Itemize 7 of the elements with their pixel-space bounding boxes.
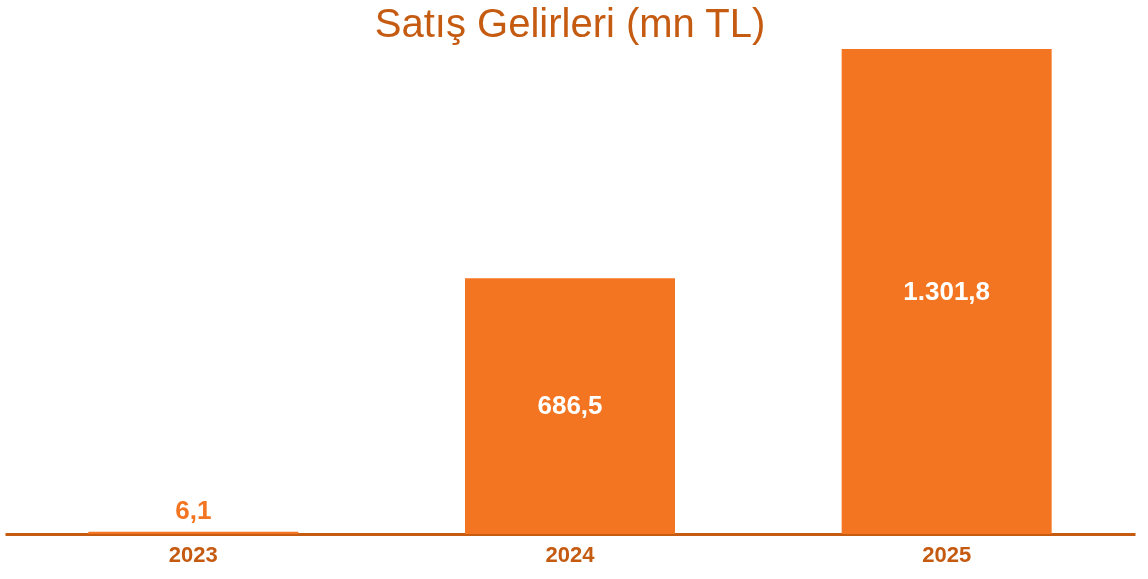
chart-title: Satış Gelirleri (mn TL): [374, 1, 766, 45]
data-label: 6,1: [175, 494, 212, 525]
data-label: 1.301,8: [903, 275, 991, 306]
x-tick-label: 2025: [922, 541, 972, 567]
x-tick-label: 2023: [168, 541, 218, 567]
x-tick-label: 2024: [545, 541, 596, 567]
data-label: 686,5: [537, 390, 603, 421]
